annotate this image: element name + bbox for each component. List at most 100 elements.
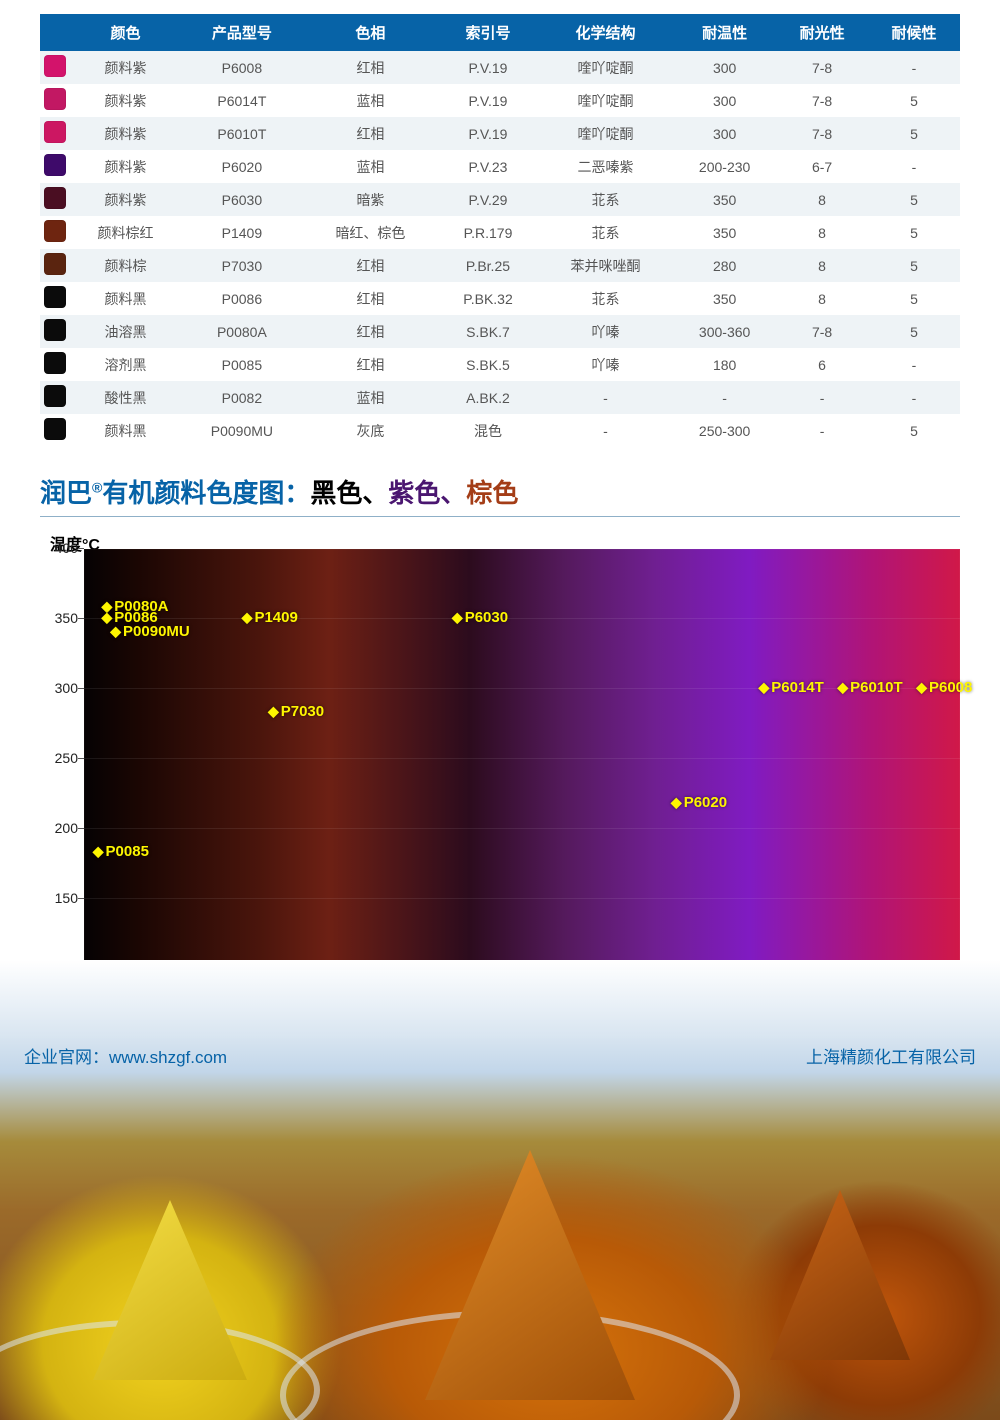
chart-point: P6014T <box>759 679 824 696</box>
cell-name: 颜料紫 <box>70 150 181 183</box>
cell-weather: 5 <box>868 216 960 249</box>
site-url[interactable]: www.shzgf.com <box>109 1048 227 1067</box>
chart-point: P0085 <box>93 843 149 860</box>
chart-point: P0090MU <box>110 623 189 640</box>
cell-temp: 350 <box>673 282 776 315</box>
color-swatch <box>44 220 66 242</box>
cell-temp: 250-300 <box>673 414 776 447</box>
cell-temp: 300 <box>673 51 776 84</box>
table-row: 酸性黑P0082蓝相A.BK.2---- <box>40 381 960 414</box>
color-swatch <box>44 286 66 308</box>
cell-light: 6-7 <box>776 150 868 183</box>
y-tick: 200 <box>40 820 78 836</box>
cell-model: P6014T <box>181 84 303 117</box>
cell-name: 颜料黑 <box>70 414 181 447</box>
chart-point: P1409 <box>242 609 298 626</box>
cell-name: 颜料紫 <box>70 51 181 84</box>
table-row: 溶剂黑P0085红相S.BK.5吖嗪1806- <box>40 348 960 381</box>
cell-temp: 300 <box>673 117 776 150</box>
cell-weather: - <box>868 348 960 381</box>
chart-point: P7030 <box>268 703 324 720</box>
color-swatch <box>44 55 66 77</box>
table-header: 色相 <box>303 14 438 51</box>
cell-model: P0082 <box>181 381 303 414</box>
cell-idx: A.BK.2 <box>438 381 538 414</box>
cell-hue: 暗紫 <box>303 183 438 216</box>
table-header: 产品型号 <box>181 14 303 51</box>
cell-weather: 5 <box>868 84 960 117</box>
cell-name: 颜料黑 <box>70 282 181 315</box>
cell-hue: 红相 <box>303 348 438 381</box>
footer-bar: 企业官网：www.shzgf.com 上海精颜化工有限公司 <box>0 1038 1000 1072</box>
cell-chem: 喹吖啶酮 <box>538 117 673 150</box>
color-swatch <box>44 154 66 176</box>
cell-chem: 苝系 <box>538 282 673 315</box>
cell-light: 7-8 <box>776 84 868 117</box>
table-row: 颜料黑P0086红相P.BK.32苝系35085 <box>40 282 960 315</box>
cell-chem: 吖嗪 <box>538 315 673 348</box>
cell-temp: 350 <box>673 183 776 216</box>
cell-idx: P.V.19 <box>438 84 538 117</box>
cell-idx: P.V.19 <box>438 117 538 150</box>
table-row: 颜料紫P6010T红相P.V.19喹吖啶酮3007-85 <box>40 117 960 150</box>
cell-name: 颜料紫 <box>70 84 181 117</box>
cell-idx: P.Br.25 <box>438 249 538 282</box>
cell-hue: 红相 <box>303 117 438 150</box>
cell-light: 8 <box>776 282 868 315</box>
cell-model: P0090MU <box>181 414 303 447</box>
cell-hue: 暗红、棕色 <box>303 216 438 249</box>
product-photo <box>0 1072 1000 1420</box>
cell-idx: S.BK.5 <box>438 348 538 381</box>
cell-hue: 灰底 <box>303 414 438 447</box>
company-name: 上海精颜化工有限公司 <box>806 1043 976 1068</box>
footer-fade <box>0 960 1000 1040</box>
color-swatch <box>44 385 66 407</box>
cell-weather: 5 <box>868 282 960 315</box>
table-row: 颜料棕红P1409暗红、棕色P.R.179苝系35085 <box>40 216 960 249</box>
cell-model: P6008 <box>181 51 303 84</box>
cell-hue: 红相 <box>303 282 438 315</box>
cell-light: - <box>776 381 868 414</box>
cell-name: 溶剂黑 <box>70 348 181 381</box>
cell-temp: - <box>673 381 776 414</box>
cell-light: 6 <box>776 348 868 381</box>
y-tick: 300 <box>40 680 78 696</box>
cell-weather: - <box>868 381 960 414</box>
color-swatch <box>44 352 66 374</box>
cell-weather: - <box>868 51 960 84</box>
cell-idx: P.V.23 <box>438 150 538 183</box>
table-header: 索引号 <box>438 14 538 51</box>
cell-hue: 红相 <box>303 51 438 84</box>
cell-light: 7-8 <box>776 315 868 348</box>
table-header: 颜色 <box>70 14 181 51</box>
cell-chem: 吖嗪 <box>538 348 673 381</box>
cell-light: 7-8 <box>776 51 868 84</box>
cell-light: 8 <box>776 249 868 282</box>
cell-temp: 350 <box>673 216 776 249</box>
table-header: 化学结构 <box>538 14 673 51</box>
cell-temp: 180 <box>673 348 776 381</box>
table-row: 油溶黑P0080A红相S.BK.7吖嗪300-3607-85 <box>40 315 960 348</box>
cell-chem: 苯并咪唑酮 <box>538 249 673 282</box>
chart-point: P6010T <box>837 679 902 696</box>
y-tick: 150 <box>40 890 78 906</box>
cell-weather: - <box>868 150 960 183</box>
cell-chem: 二恶嗪紫 <box>538 150 673 183</box>
reg-mark: ® <box>92 479 102 495</box>
y-tick: 350 <box>40 610 78 626</box>
cell-weather: 5 <box>868 249 960 282</box>
cell-light: 8 <box>776 183 868 216</box>
cell-name: 酸性黑 <box>70 381 181 414</box>
table-row: 颜料紫P6020蓝相P.V.23二恶嗪紫200-2306-7- <box>40 150 960 183</box>
title-color-part: 棕色 <box>466 478 518 508</box>
cell-chem: 苝系 <box>538 216 673 249</box>
cell-temp: 280 <box>673 249 776 282</box>
table-row: 颜料紫P6008红相P.V.19喹吖啶酮3007-8- <box>40 51 960 84</box>
color-swatch <box>44 187 66 209</box>
chromaticity-chart: 温度°C 100150200250300350400 P0080AP0086P0… <box>40 535 960 995</box>
cell-model: P0086 <box>181 282 303 315</box>
chart-point: P6008 <box>916 679 972 696</box>
cell-weather: 5 <box>868 414 960 447</box>
chart-point: P6030 <box>452 609 508 626</box>
cell-name: 油溶黑 <box>70 315 181 348</box>
